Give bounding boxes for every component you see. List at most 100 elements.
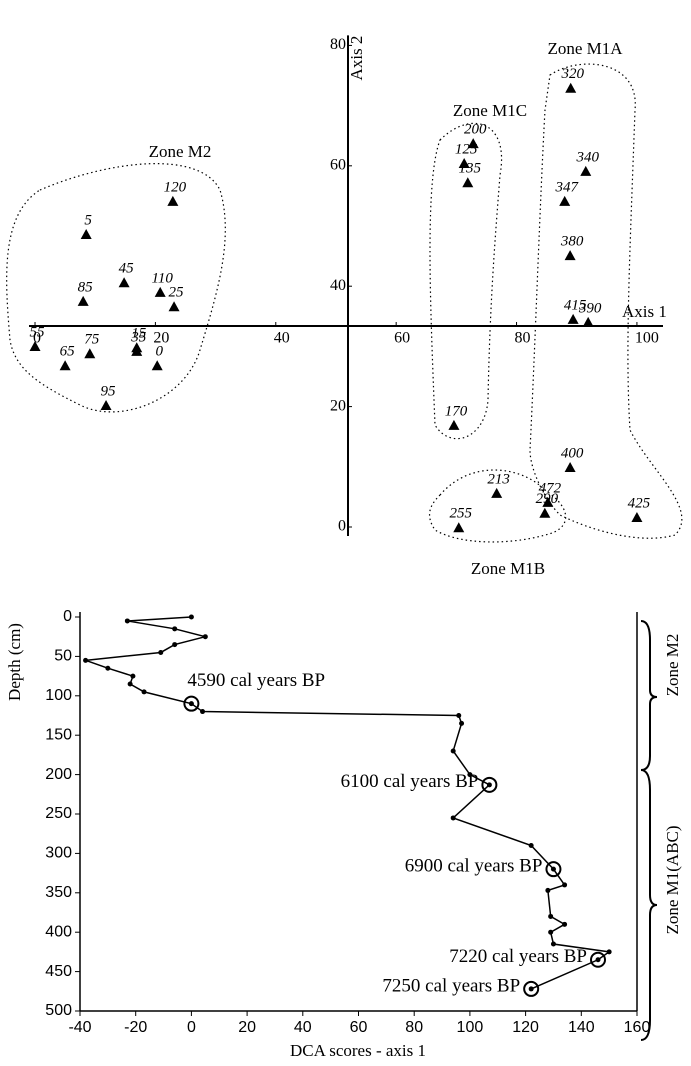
point-label: 5 (84, 212, 92, 228)
point (151, 360, 163, 371)
point-label: 135 (459, 161, 482, 177)
point (486, 782, 492, 788)
point (606, 949, 612, 955)
point (448, 419, 460, 430)
point (450, 815, 456, 821)
point-label: 35 (130, 329, 147, 345)
point-label: 415 (564, 297, 587, 313)
y-axis-title: Axis 2 (347, 36, 366, 81)
y-tick-label: 40 (330, 277, 346, 294)
point (562, 921, 568, 927)
point (564, 461, 576, 472)
x-tick-label: 40 (274, 330, 290, 347)
point (77, 295, 89, 306)
annotation: 6900 cal years BP (405, 856, 543, 877)
y-tick-label: 50 (54, 648, 72, 665)
point-label: 347 (554, 179, 579, 195)
annotation: 7220 cal years BP (449, 946, 587, 967)
point-label: 75 (84, 332, 100, 348)
point (127, 681, 133, 687)
point-label: 472 (539, 480, 562, 496)
point (562, 882, 568, 888)
point (467, 772, 473, 778)
x-tick-label: 60 (350, 1019, 368, 1036)
zone-outline (6, 163, 226, 413)
y-axis-title: Depth (cm) (5, 623, 24, 701)
x-tick-label: 60 (394, 330, 410, 347)
point (564, 250, 576, 261)
point (172, 626, 178, 632)
y-tick-label: 250 (45, 805, 72, 822)
x-tick-label: 160 (624, 1019, 651, 1036)
annotation: 6100 cal years BP (341, 771, 479, 792)
point (29, 341, 41, 352)
point (567, 313, 579, 324)
point (548, 913, 554, 919)
point (188, 701, 194, 707)
x-tick-label: -20 (124, 1019, 147, 1036)
point (539, 507, 551, 518)
x-tick-label: 40 (294, 1019, 312, 1036)
annotation-marker (545, 861, 562, 878)
point (59, 360, 71, 371)
point-label: 85 (78, 279, 94, 295)
y-tick-label: 500 (45, 1002, 72, 1019)
annotation-marker (523, 980, 540, 997)
point-label: 400 (561, 445, 584, 461)
point (528, 843, 534, 849)
point (545, 887, 551, 893)
point-label: 200 (464, 122, 487, 138)
point-label: 125 (455, 141, 478, 157)
point (158, 649, 164, 655)
x-tick-label: 20 (153, 330, 169, 347)
x-tick-label: 120 (512, 1019, 539, 1036)
zone-label: Zone M2 (663, 634, 682, 697)
point-label: 55 (30, 324, 46, 340)
zone-bracket (640, 769, 658, 1041)
point (595, 957, 601, 963)
x-tick-label: 140 (568, 1019, 595, 1036)
point (559, 195, 571, 206)
x-axis-title: Axis 1 (622, 302, 667, 321)
point-label: 65 (60, 344, 76, 360)
y-tick-label: 100 (45, 687, 72, 704)
x-tick-label: 0 (187, 1019, 196, 1036)
x-tick-label: 100 (635, 330, 659, 347)
point-label: 120 (164, 179, 187, 195)
point (491, 487, 503, 498)
point-label: 45 (119, 261, 135, 277)
zone-label: Zone M2 (149, 142, 212, 161)
zone-bracket (640, 620, 658, 771)
point (200, 709, 206, 715)
point (582, 316, 594, 327)
point (550, 866, 556, 872)
point (580, 165, 592, 176)
point (168, 301, 180, 312)
point (467, 138, 479, 149)
x-tick-label: 20 (238, 1019, 256, 1036)
point-label: 425 (628, 495, 651, 511)
x-tick-label: 100 (457, 1019, 484, 1036)
y-tick-label: 450 (45, 963, 72, 980)
point (459, 720, 465, 726)
point (188, 614, 194, 620)
x-tick-label: 0 (33, 330, 41, 347)
y-tick-label: 0 (63, 608, 72, 625)
point-label: 290 (536, 491, 559, 507)
point (80, 229, 92, 240)
point (453, 522, 465, 533)
point (458, 158, 470, 169)
point (450, 748, 456, 754)
point (130, 673, 136, 679)
point (84, 348, 96, 359)
point (202, 634, 208, 640)
zone-label: Zone M1A (547, 39, 623, 58)
point (631, 511, 643, 522)
point (542, 496, 554, 507)
zone-outline (428, 469, 567, 543)
annotation-marker (183, 695, 200, 712)
x-axis-title: DCA scores - axis 1 (290, 1041, 426, 1060)
point (118, 277, 130, 288)
y-tick-label: 80 (330, 36, 346, 53)
y-tick-label: 0 (338, 518, 346, 535)
